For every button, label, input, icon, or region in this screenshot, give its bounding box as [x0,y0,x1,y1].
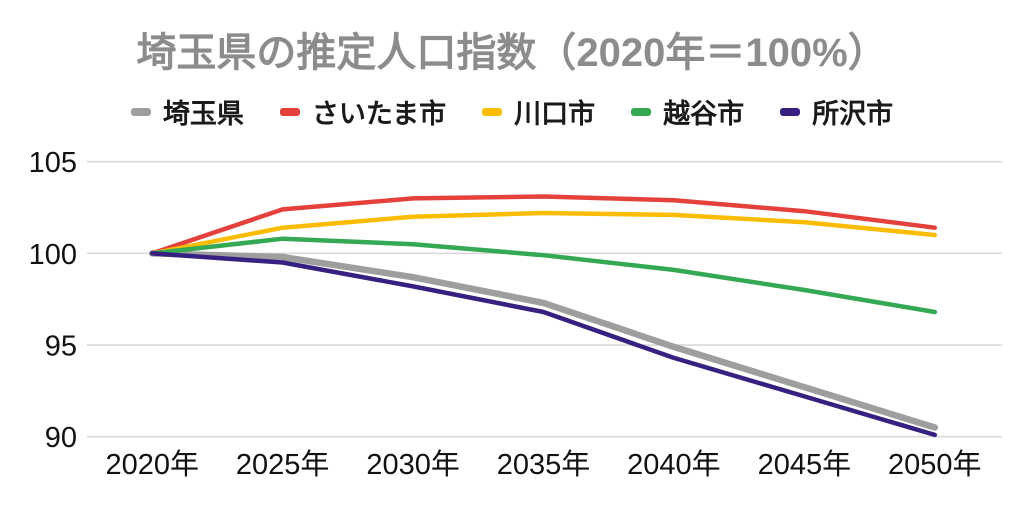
x-axis-tick-label: 2050年 [888,448,982,481]
legend-label: 所沢市 [812,99,894,129]
chart-title: 埼玉県の推定人口指数（2020年＝100%） [136,31,888,75]
y-axis-tick-label: 105 [29,147,77,179]
legend-marker-icon [482,107,503,116]
y-axis-tick-label: 100 [29,239,77,271]
y-axis-tick-label: 90 [45,422,77,454]
legend-label: 川口市 [514,99,596,129]
legend-item[interactable]: 越谷市 [631,92,744,131]
legend-label: 埼玉県 [162,99,244,129]
series-line-4 [149,251,938,438]
x-axis-tick-label: 2020年 [105,448,199,481]
legend-marker-icon [279,107,300,116]
legend-label: さいたま市 [311,99,447,129]
x-axis-tick-label: 2040年 [627,448,721,481]
x-axis-tick-label: 2045年 [758,448,852,481]
series-line-0 [148,250,939,431]
legend-item[interactable]: さいたま市 [279,92,447,131]
x-axis-tick-label: 2035年 [497,448,591,481]
legend-marker-icon [130,107,151,116]
legend-label: 越谷市 [663,99,745,129]
x-axis-tick-label: 2030年 [366,448,460,481]
legend-marker-icon [631,107,652,116]
y-axis-tick-label: 95 [45,331,77,363]
chart-legend: 埼玉県 さいたま市 川口市 越谷市 所沢市 [0,92,1024,131]
series-line-2 [149,210,938,256]
legend-marker-icon [780,107,801,116]
legend-item[interactable]: 川口市 [482,92,595,131]
legend-item[interactable]: 埼玉県 [130,92,244,131]
x-axis-tick-label: 2025年 [236,448,330,481]
series-line-3 [149,236,938,315]
legend-item[interactable]: 所沢市 [780,92,893,131]
series-line-1 [149,194,938,256]
